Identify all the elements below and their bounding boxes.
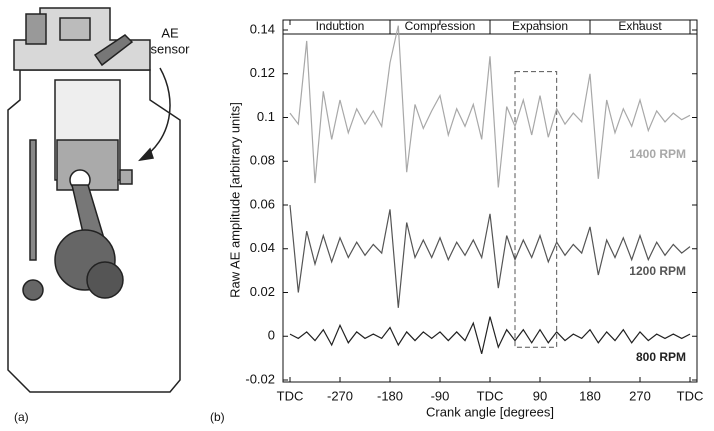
stroke-label: Compression <box>405 19 476 33</box>
stroke-label: Induction <box>316 19 365 33</box>
valve-gear <box>59 17 91 41</box>
x-tick-label: TDC <box>677 388 704 403</box>
sensor-label: sensor <box>150 41 190 56</box>
pump <box>22 279 44 301</box>
spark-plug <box>93 34 134 67</box>
crank-pin <box>86 261 124 299</box>
y-tick-label: 0.02 <box>250 284 275 299</box>
panel-label: (a) <box>14 410 29 424</box>
y-tick-label: 0.04 <box>250 240 275 255</box>
oil-pipe <box>29 139 37 261</box>
panel-label: (b) <box>210 410 225 424</box>
series-label: 1400 RPM <box>629 147 686 161</box>
y-axis-label: Raw AE amplitude [arbitrary units] <box>227 102 242 298</box>
series-label: 800 RPM <box>636 350 686 364</box>
x-tick-label: 180 <box>579 388 601 403</box>
y-tick-label: 0.14 <box>250 21 275 36</box>
y-tick-label: -0.02 <box>245 371 275 386</box>
x-axis-label: Crank angle [degrees] <box>426 404 554 419</box>
y-tick-label: 0.12 <box>250 65 275 80</box>
stroke-label: Exhaust <box>618 19 662 33</box>
x-tick-label: TDC <box>477 388 504 403</box>
engine-diagram <box>7 7 181 393</box>
x-tick-label: -270 <box>327 388 353 403</box>
y-tick-label: 0.06 <box>250 196 275 211</box>
signal-trace <box>289 25 691 188</box>
arrow-head <box>138 147 154 162</box>
signal-trace <box>289 204 691 308</box>
valve-gear <box>25 13 47 45</box>
x-tick-label: -180 <box>377 388 403 403</box>
stroke-label: Expansion <box>512 19 568 33</box>
signal-trace <box>289 316 691 354</box>
x-tick-label: 90 <box>533 388 547 403</box>
x-tick-label: -90 <box>431 388 450 403</box>
series-label: 1200 RPM <box>629 264 686 278</box>
x-tick-label: TDC <box>277 388 304 403</box>
y-tick-label: 0.08 <box>250 153 275 168</box>
annotation-box <box>514 71 558 348</box>
ae-sensor <box>119 169 133 185</box>
x-tick-label: 270 <box>629 388 651 403</box>
y-tick-label: 0.1 <box>257 109 275 124</box>
plot-frame <box>282 19 698 383</box>
sensor-label: AE <box>161 25 179 40</box>
y-tick-label: 0 <box>268 328 275 343</box>
